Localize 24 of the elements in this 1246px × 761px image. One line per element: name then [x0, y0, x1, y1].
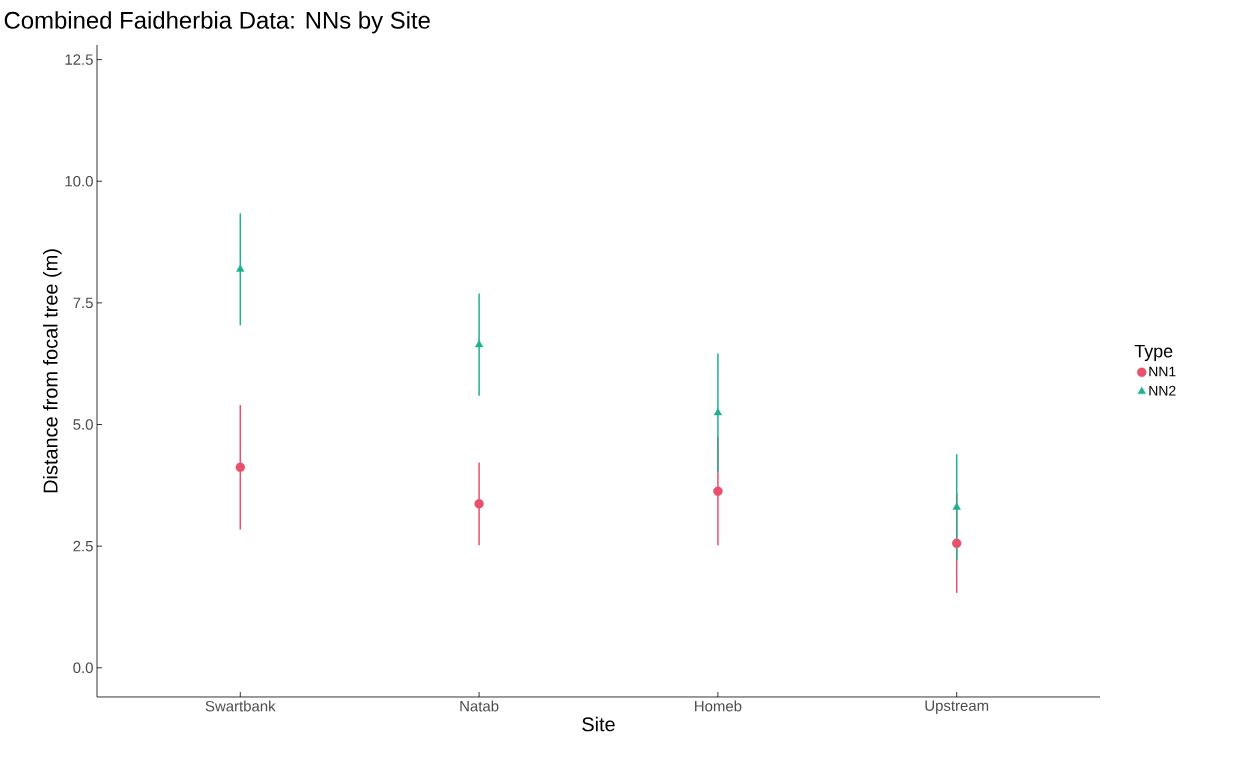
point — [475, 340, 484, 348]
y-tick-label: 0.0 — [73, 662, 93, 674]
x-tick-label: Homeb — [695, 700, 742, 712]
point — [236, 264, 245, 272]
point — [713, 486, 723, 496]
point — [713, 408, 722, 416]
x-tick-label: Upstream — [925, 700, 989, 714]
point — [235, 462, 245, 473]
y-tick-label: 7.5 — [73, 297, 93, 309]
y-tick-label: 12.5 — [65, 54, 93, 65]
legend-label: NN2 — [1149, 385, 1176, 396]
point — [474, 499, 484, 509]
chart-title: Combined Faidherbia Data: NNs by Site — [4, 11, 430, 34]
x-axis-title: Site — [582, 716, 615, 732]
legend-label: NN1 — [1149, 366, 1176, 377]
y-axis-title: Distance from focal tree (m) — [43, 249, 62, 493]
y-tick-label: 10.0 — [65, 175, 93, 187]
y-tick-label: 2.5 — [73, 540, 93, 552]
legend-title: Type — [1134, 344, 1173, 361]
point — [952, 538, 962, 548]
x-tick-label: Swartbank — [205, 700, 276, 712]
y-tick-label: 5.0 — [73, 419, 93, 430]
point — [952, 502, 961, 510]
x-tick-label: Natab — [460, 700, 499, 712]
